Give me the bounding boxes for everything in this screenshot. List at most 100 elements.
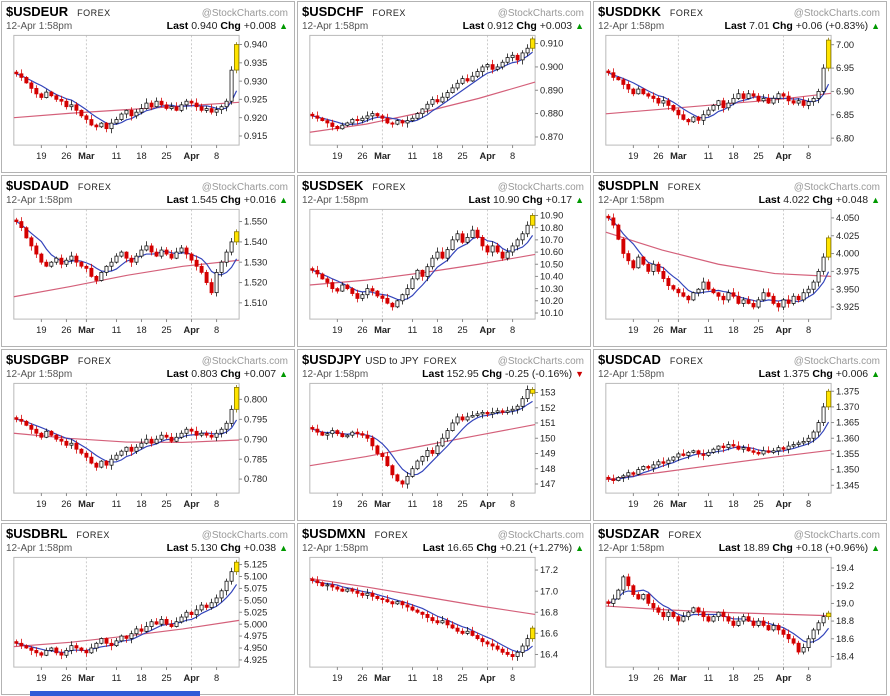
chart-exchange-label: FOREX (667, 182, 702, 192)
chart-header: $USDAUD FOREX @StockCharts.com 12-Apr 1:… (6, 178, 292, 206)
svg-text:16.6: 16.6 (540, 628, 558, 638)
stockcharts-credit: @StockCharts.com (793, 356, 880, 367)
svg-text:26: 26 (61, 151, 71, 161)
candlestick-chart: 19.4 19.2 19.0 18.8 18.6 18.4 19 26 Mar 11 18 25 Apr… (605, 556, 854, 683)
chg-value: +0.06 (+0.83%) (795, 20, 869, 32)
svg-text:5.050: 5.050 (244, 595, 267, 605)
chart-panel[interactable]: $USDGBP FOREX @StockCharts.com 12-Apr 1:… (1, 349, 295, 521)
svg-text:6.95: 6.95 (836, 63, 854, 73)
change-arrow-icon: ▲ (871, 369, 880, 379)
svg-text:18.6: 18.6 (836, 634, 854, 644)
svg-text:19: 19 (628, 151, 638, 161)
change-arrow-icon: ▲ (279, 369, 288, 379)
change-arrow-icon: ▼ (575, 369, 584, 379)
svg-text:7.00: 7.00 (836, 40, 854, 50)
chart-datetime: 12-Apr 1:58pm (598, 543, 665, 554)
stockcharts-credit: @StockCharts.com (201, 530, 288, 541)
svg-text:26: 26 (357, 499, 367, 509)
svg-text:18: 18 (136, 151, 146, 161)
svg-text:1.510: 1.510 (244, 298, 267, 308)
svg-text:11: 11 (112, 151, 122, 161)
chart-exchange-label: FOREX (372, 8, 406, 18)
last-label: Last (468, 194, 491, 206)
svg-text:18: 18 (136, 325, 146, 335)
svg-text:0.930: 0.930 (244, 76, 267, 86)
svg-text:0.870: 0.870 (540, 132, 563, 142)
svg-text:3.975: 3.975 (836, 267, 859, 277)
chart-panel[interactable]: $USDSEK FOREX @StockCharts.com 12-Apr 1:… (297, 175, 591, 347)
chart-panel[interactable]: $USDJPY USD to JPY FOREX @StockCharts.co… (297, 349, 591, 521)
last-change-readout: Last 1.545 Chg +0.016 ▲ (167, 194, 288, 206)
svg-text:6.85: 6.85 (836, 110, 854, 120)
chart-panel[interactable]: $USDAUD FOREX @StockCharts.com 12-Apr 1:… (1, 175, 295, 347)
chg-value: +0.17 (545, 194, 573, 206)
last-change-readout: Last 152.95 Chg -0.25 (-0.16%) ▼ (422, 368, 584, 380)
candlestick-chart: 7.00 6.95 6.90 6.85 6.80 19 26 Mar 11 18 25 Apr 8 (605, 34, 854, 161)
chart-panel[interactable]: $USDEUR FOREX @StockCharts.com 12-Apr 1:… (1, 1, 295, 173)
chart-header: $USDZAR FOREX @StockCharts.com 12-Apr 1:… (598, 526, 884, 554)
chart-panel[interactable]: $USDBRL FOREX @StockCharts.com 12-Apr 1:… (1, 523, 295, 695)
svg-text:11: 11 (408, 151, 418, 161)
change-arrow-icon: ▲ (575, 21, 584, 31)
svg-text:5.100: 5.100 (244, 572, 267, 582)
svg-text:148: 148 (540, 464, 556, 474)
svg-text:1.540: 1.540 (244, 237, 267, 247)
svg-text:4.000: 4.000 (836, 249, 859, 259)
chart-panel[interactable]: $USDPLN FOREX @StockCharts.com 12-Apr 1:… (593, 175, 887, 347)
svg-text:1.360: 1.360 (836, 433, 859, 443)
chart-panel[interactable]: $USDCAD FOREX @StockCharts.com 12-Apr 1:… (593, 349, 887, 521)
svg-text:18: 18 (136, 499, 146, 509)
last-value: 18.89 (743, 542, 770, 554)
svg-text:Mar: Mar (670, 151, 687, 161)
chart-panel[interactable]: $USDZAR FOREX @StockCharts.com 12-Apr 1:… (593, 523, 887, 695)
svg-text:8: 8 (214, 151, 219, 161)
chart-exchange-label: FOREX (669, 356, 704, 366)
svg-text:0.910: 0.910 (540, 39, 563, 49)
stockcharts-credit: @StockCharts.com (793, 8, 880, 19)
svg-text:19: 19 (332, 499, 342, 509)
chart-exchange-label: FOREX (77, 182, 112, 192)
svg-text:26: 26 (653, 151, 663, 161)
chart-symbol: $USDMXN (302, 526, 366, 541)
svg-text:Apr: Apr (184, 499, 200, 509)
chart-panel[interactable]: $USDDKK FOREX @StockCharts.com 12-Apr 1:… (593, 1, 887, 173)
last-change-readout: Last 10.90 Chg +0.17 ▲ (469, 194, 584, 206)
svg-text:19: 19 (332, 325, 342, 335)
svg-text:0.800: 0.800 (244, 394, 267, 404)
chg-label: Chg (812, 368, 833, 380)
svg-text:25: 25 (161, 151, 171, 161)
chart-exchange-label: FOREX (668, 530, 702, 540)
candlestick-chart: 10.90 10.80 10.70 10.60 10.50 10.40 10.30 10.20… (309, 208, 563, 335)
svg-text:1.365: 1.365 (836, 418, 859, 428)
chart-exchange-label: FOREX (423, 356, 458, 366)
chart-exchange-label: FOREX (374, 530, 409, 540)
chart-panel[interactable]: $USDCHF FOREX @StockCharts.com 12-Apr 1:… (297, 1, 591, 173)
last-label: Last (462, 20, 485, 32)
svg-text:10.10: 10.10 (540, 308, 563, 318)
svg-text:25: 25 (457, 499, 467, 509)
candlestick-chart: 4.050 4.025 4.000 3.975 3.950 3.925 19 26 Mar 11 1… (605, 208, 859, 335)
last-value: 152.95 (446, 368, 479, 380)
svg-text:Apr: Apr (776, 499, 792, 509)
chg-value: +0.008 (243, 20, 277, 32)
stockcharts-credit: @StockCharts.com (201, 8, 288, 19)
chart-datetime: 12-Apr 1:58pm (6, 543, 73, 554)
chart-header: $USDGBP FOREX @StockCharts.com 12-Apr 1:… (6, 352, 292, 380)
candlestick-chart: 153 152 151 150 149 148 147 19 26 Mar 11 18 25 Apr 8 (309, 382, 556, 509)
svg-text:17.2: 17.2 (540, 565, 558, 575)
last-change-readout: Last 0.912 Chg +0.003 ▲ (463, 20, 584, 32)
chart-header: $USDCHF FOREX @StockCharts.com 12-Apr 1:… (302, 4, 588, 32)
last-change-readout: Last 1.375 Chg +0.006 ▲ (759, 368, 880, 380)
chart-panel[interactable]: $USDMXN FOREX @StockCharts.com 12-Apr 1:… (297, 523, 591, 695)
last-label: Last (422, 542, 445, 554)
svg-text:25: 25 (161, 499, 171, 509)
change-arrow-icon: ▲ (871, 21, 880, 31)
svg-text:26: 26 (61, 673, 71, 683)
svg-text:18: 18 (432, 673, 442, 683)
chart-header: $USDJPY USD to JPY FOREX @StockCharts.co… (302, 352, 588, 380)
svg-text:10.40: 10.40 (540, 272, 563, 282)
last-label: Last (166, 368, 189, 380)
chart-symbol: $USDJPY (302, 352, 362, 367)
last-change-readout: Last 7.01 Chg +0.06 (+0.83%) ▲ (725, 20, 880, 32)
